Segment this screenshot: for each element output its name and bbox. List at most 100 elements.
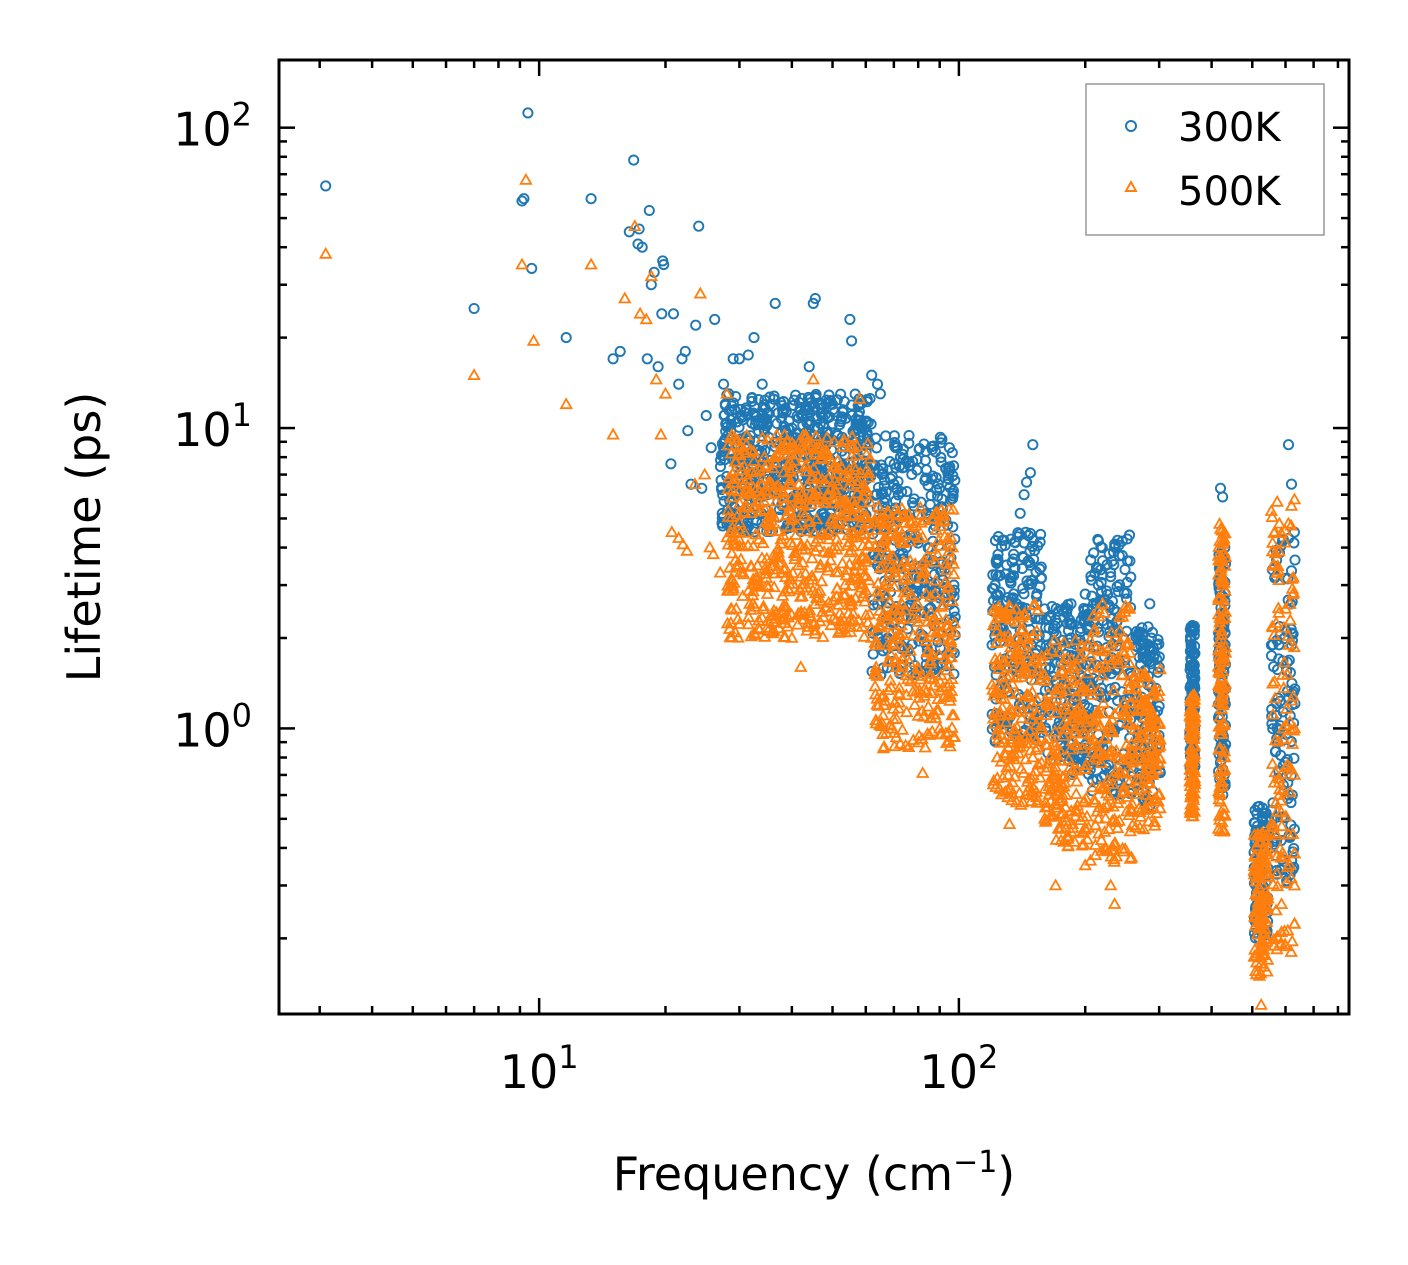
point-300k	[1288, 537, 1300, 549]
point-500k	[764, 476, 779, 489]
point-500k	[853, 465, 868, 478]
point-300k	[1024, 527, 1036, 539]
point-500k	[808, 544, 823, 556]
point-500k	[760, 458, 775, 471]
point-500k	[854, 495, 869, 508]
point-500k	[738, 475, 752, 488]
point-500k	[830, 454, 845, 467]
point-500k	[759, 571, 774, 583]
point-500k	[830, 581, 844, 594]
point-500k	[735, 565, 750, 578]
point-300k	[1123, 529, 1136, 541]
point-300k	[614, 345, 626, 357]
point-500k	[855, 558, 869, 571]
point-500k	[924, 541, 938, 554]
point-300k	[705, 442, 717, 454]
point-300k	[518, 193, 530, 205]
point-300k	[889, 442, 902, 454]
point-500k	[722, 622, 737, 634]
point-500k	[915, 530, 930, 543]
point-500k	[783, 456, 798, 468]
point-500k	[748, 527, 763, 540]
point-500k	[725, 546, 739, 559]
point-300k	[673, 378, 685, 390]
point-500k	[760, 551, 774, 564]
point-500k	[741, 583, 756, 596]
point-300k	[758, 399, 770, 411]
point-500k	[785, 511, 800, 524]
point-300k	[1153, 700, 1165, 712]
point-500k	[923, 589, 938, 602]
point-500k	[942, 657, 956, 670]
point-500k	[870, 584, 885, 597]
point-500k	[829, 466, 843, 479]
point-300k	[1021, 476, 1033, 488]
point-500k	[873, 620, 887, 633]
point-300k	[871, 378, 884, 390]
point-300k	[846, 399, 858, 411]
point-300k	[718, 378, 730, 390]
point-500k	[883, 514, 898, 526]
point-300k	[853, 415, 865, 427]
point-300k	[1020, 526, 1032, 538]
point-500k	[844, 439, 858, 452]
point-300k	[1103, 548, 1115, 560]
point-500k	[945, 708, 959, 721]
point-500k	[744, 602, 758, 615]
point-500k	[843, 500, 857, 513]
point-500k	[913, 500, 928, 513]
point-300k	[641, 353, 653, 365]
point-500k	[750, 558, 765, 571]
point-500k	[921, 643, 935, 656]
point-300k	[1186, 670, 1198, 682]
point-500k	[861, 615, 875, 628]
point-300k	[873, 464, 885, 477]
point-300k	[866, 369, 878, 381]
point-300k	[761, 420, 773, 432]
point-500k	[755, 430, 770, 443]
point-500k	[820, 430, 834, 443]
point-300k	[880, 430, 892, 442]
point-300k	[1113, 579, 1126, 591]
point-300k	[717, 441, 729, 453]
point-300k	[633, 223, 645, 235]
point-500k	[737, 443, 752, 456]
point-500k	[862, 607, 877, 620]
point-300k	[658, 259, 670, 271]
point-500k	[799, 524, 813, 537]
point-300k	[858, 423, 870, 435]
point-300k	[943, 442, 955, 454]
point-500k	[887, 739, 902, 752]
point-500k	[856, 522, 871, 535]
point-500k	[841, 528, 855, 541]
point-300k	[656, 308, 668, 320]
point-500k	[804, 497, 818, 510]
point-500k	[929, 630, 943, 642]
point-300k	[947, 487, 959, 499]
point-500k	[737, 459, 752, 472]
point-500k	[924, 605, 938, 618]
point-300k	[919, 474, 931, 487]
point-300k	[790, 389, 802, 401]
point-500k	[808, 447, 823, 460]
point-500k	[725, 602, 739, 615]
point-300k	[749, 408, 761, 421]
point-500k	[944, 552, 959, 565]
point-500k	[882, 595, 897, 608]
point-300k	[948, 605, 960, 617]
point-500k	[729, 433, 744, 446]
point-500k	[854, 515, 868, 528]
point-500k	[814, 593, 828, 606]
point-300k	[815, 398, 827, 410]
point-300k	[888, 478, 900, 490]
point-300k	[731, 416, 743, 428]
point-500k	[739, 437, 754, 450]
point-300k	[810, 392, 822, 404]
point-500k	[914, 669, 929, 681]
point-300k	[1016, 562, 1028, 575]
point-500k	[731, 630, 745, 643]
point-500k	[884, 647, 898, 660]
point-500k	[721, 503, 735, 516]
point-500k	[926, 672, 941, 685]
point-500k	[926, 512, 941, 524]
